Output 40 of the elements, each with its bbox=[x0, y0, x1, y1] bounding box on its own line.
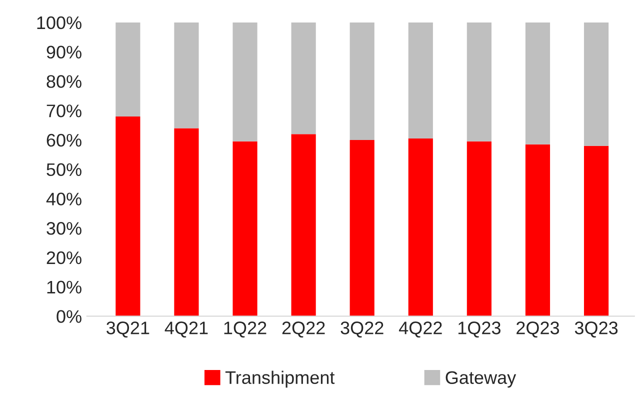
bar bbox=[116, 116, 140, 316]
legend-label: Transhipment bbox=[225, 370, 335, 388]
bar bbox=[584, 146, 609, 316]
bar bbox=[350, 22, 374, 140]
bar bbox=[174, 128, 199, 316]
bar bbox=[174, 22, 199, 128]
y-tick-label: 50% bbox=[46, 163, 82, 176]
bar bbox=[466, 141, 492, 316]
y-tick-label: 10% bbox=[47, 280, 82, 294]
bar bbox=[525, 144, 550, 316]
bar bbox=[584, 22, 609, 146]
y-tick-label: 90% bbox=[46, 46, 82, 59]
bar bbox=[350, 140, 374, 316]
bar bbox=[408, 22, 433, 138]
bar bbox=[408, 138, 433, 316]
x-tick-label: 3Q21 bbox=[106, 322, 150, 338]
bar bbox=[291, 22, 316, 134]
bar bbox=[232, 141, 258, 316]
y-tick-label: 60% bbox=[46, 134, 82, 147]
x-tick-label: 3Q23 bbox=[574, 322, 618, 338]
x-tick-label: 4Q21 bbox=[164, 322, 208, 338]
bar bbox=[466, 22, 492, 142]
y-tick-label: 20% bbox=[46, 251, 82, 264]
bar bbox=[232, 22, 258, 142]
y-tick-label: 80% bbox=[46, 75, 82, 88]
x-tick-label: 1Q22 bbox=[224, 322, 266, 338]
bar bbox=[291, 134, 316, 316]
bar bbox=[525, 22, 550, 144]
x-tick-label: 3Q22 bbox=[340, 322, 384, 338]
bar bbox=[116, 22, 140, 116]
y-tick-label: 0% bbox=[56, 310, 82, 323]
x-tick-label: 4Q22 bbox=[398, 322, 442, 338]
y-tick-label: 40% bbox=[46, 192, 82, 206]
y-tick-label: 30% bbox=[46, 222, 82, 235]
x-tick-label: 1Q23 bbox=[458, 322, 500, 338]
legend-label: Gateway bbox=[446, 371, 516, 388]
x-tick-label: 2Q23 bbox=[516, 322, 560, 338]
y-tick-label: 100% bbox=[37, 16, 82, 30]
y-tick-label: 70% bbox=[46, 104, 82, 118]
x-tick-label: 2Q22 bbox=[282, 322, 325, 338]
